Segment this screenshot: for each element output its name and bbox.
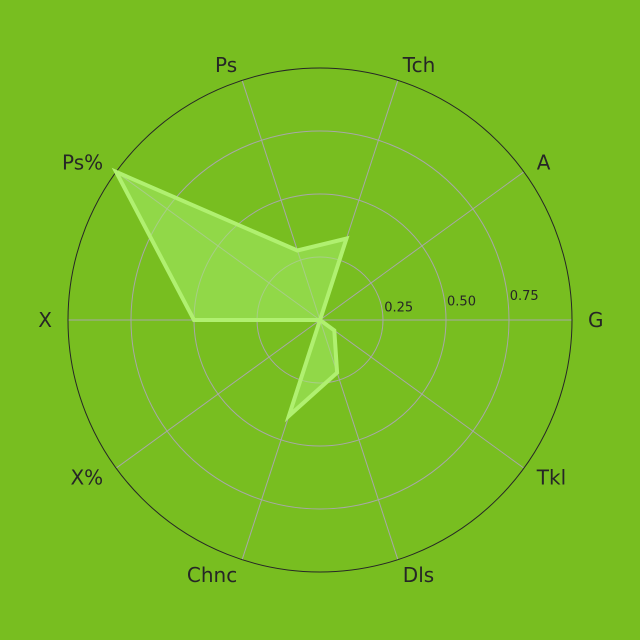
series-1-area — [111, 167, 350, 423]
category-label-x: X — [38, 308, 52, 332]
category-label-a: A — [537, 151, 551, 175]
category-label-tkl: Tkl — [536, 466, 566, 490]
spoke-x — [115, 319, 321, 469]
label-layer: 0.25 0.50 0.75 G A Tch Ps Ps% X X% Chnc Dls Tkl — [38, 53, 603, 587]
series-layer — [111, 167, 350, 423]
r-tick-label-3: 0.75 — [510, 289, 539, 304]
category-label-ps: Ps — [215, 53, 237, 77]
category-label-tch: Tch — [402, 53, 436, 77]
r-tick-label-2: 0.50 — [447, 295, 476, 310]
r-tick-label-1: 0.25 — [384, 300, 413, 315]
category-label-dls: Dls — [403, 563, 434, 587]
category-label-g: G — [588, 308, 604, 332]
outer-ring — [67, 67, 573, 573]
spoke-tkl — [319, 319, 525, 469]
category-label-chnc: Chnc — [187, 563, 237, 587]
spoke-a — [319, 171, 525, 321]
category-label-ps: Ps% — [62, 151, 103, 175]
category-label-x: X% — [70, 466, 103, 490]
